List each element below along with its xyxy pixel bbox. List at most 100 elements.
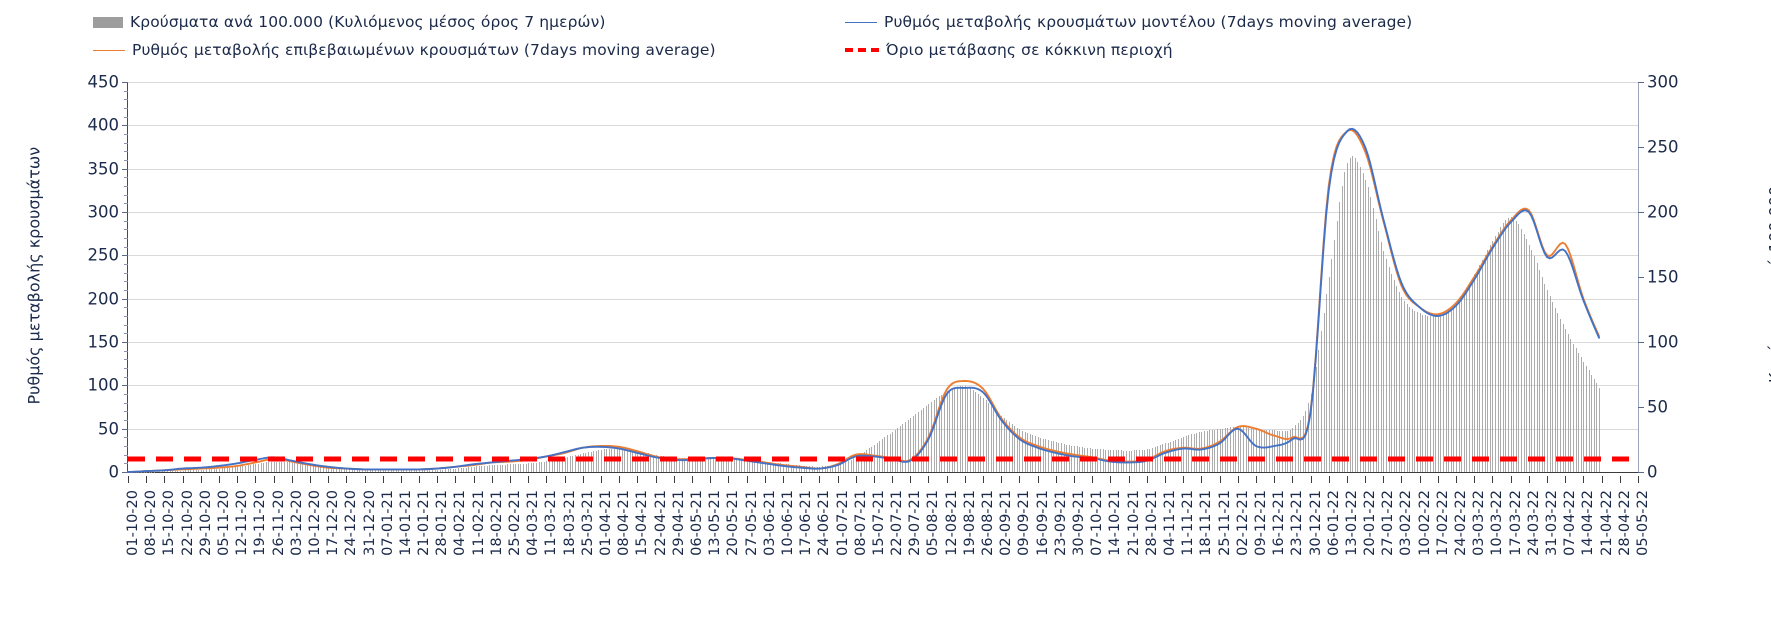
x-axis-tick [382,476,384,483]
x-axis-tick-label: 03-03-22 [1471,490,1488,556]
x-axis-tick-label: 01-10-20 [125,490,141,556]
y-axis-left-tick [122,125,128,127]
x-axis-tick-label: 14-01-21 [397,490,414,556]
x-axis-tick-label: 21-10-21 [1125,490,1142,556]
y-axis-title-left: Ρυθμός μεταβολής κρουσμάτων [24,146,44,405]
y-axis-right-tick [1638,342,1644,343]
y-axis-left-minor-tick [124,186,128,187]
x-axis-tick [1492,476,1494,483]
x-axis-tick [1255,476,1257,483]
x-axis-tick [964,476,966,483]
x-axis-tick [200,476,202,483]
x-axis-tick [237,476,239,483]
x-axis-tick [1146,476,1148,483]
legend-label-model-rate: Ρυθμός μεταβολής κρουσμάτων μοντέλου (7d… [884,13,1413,31]
y-axis-left-tick [122,342,128,343]
y-axis-left-tick [122,168,128,170]
x-axis-tick [1110,476,1112,483]
y-axis-right-tick [1638,277,1644,278]
x-axis-tick-label: 29-10-20 [197,490,214,556]
y-axis-left-tick [122,212,128,213]
x-axis-tick-label: 31-12-20 [361,490,378,556]
x-axis-tick-label: 05-11-20 [215,490,232,556]
x-axis-tick [1201,476,1203,483]
x-axis-tick [564,476,566,483]
legend-label-cases-per-100k: Κρούσματα ανά 100.000 (Κυλιόμενος μέσος … [130,13,606,31]
bar-swatch-icon [93,16,123,28]
x-axis-tick-label: 01-04-21 [598,490,614,556]
x-axis-tick-label: 21-01-21 [416,490,433,556]
y-axis-right-tick-label: 300 [1647,72,1679,92]
x-axis-tick-label: 07-01-21 [379,490,396,556]
y-axis-left-minor-tick [124,281,128,283]
x-axis-tick-label: 23-09-21 [1052,490,1069,556]
y-axis-left-minor-tick [124,394,128,395]
y-axis-left-minor-tick [124,359,128,361]
x-axis-tick-label: 29-04-21 [670,490,687,556]
x-axis-tick-label: 11-03-21 [543,490,560,556]
x-axis-tick [1292,476,1294,483]
y-axis-right-tick [1638,147,1644,148]
line-confirmed-rate [127,128,1600,473]
y-axis-left-tick-label: 50 [98,419,119,439]
x-axis-tick [1037,476,1039,483]
y-axis-left-minor-tick [124,264,128,265]
x-axis-tick-label: 26-08-21 [980,490,997,556]
x-axis-tick-label: 02-12-21 [1234,490,1251,556]
y-axis-left-tick-label: 250 [87,245,120,265]
x-axis-tick-label: 05-08-21 [925,490,942,556]
y-axis-left-minor-tick [124,90,128,92]
y-axis-left-tick-label: 450 [87,72,120,92]
x-axis-tick [546,476,548,483]
x-axis-labels: 01-10-20 08-10-20 15-10-20 22-10-20 29-10-20… [125,476,1651,636]
y-axis-title-right: Κρούσματα ανά 100.000 [1765,185,1771,384]
x-axis-tick [182,476,184,483]
x-axis-tick [1237,476,1239,483]
x-axis-tick [146,476,148,483]
y-axis-left-minor-tick [124,324,128,326]
x-axis-tick-label: 10-12-20 [306,490,323,556]
x-axis-tick [218,476,220,483]
x-axis-tick-label: 03-02-22 [1398,490,1415,556]
x-axis-tick-label: 23-12-21 [1289,490,1306,556]
x-axis-tick-label: 06-05-21 [688,490,705,556]
x-axis-tick [837,476,839,483]
y-axis-left-minor-tick [124,272,128,274]
x-axis-tick [710,476,712,483]
y-axis-left-minor-tick [124,116,128,118]
y-axis-left-minor-tick [124,420,128,421]
x-axis-tick-label: 19-11-20 [252,490,269,556]
x-axis-tick-label: 12-08-21 [943,490,960,556]
x-axis-tick [1401,476,1403,483]
x-axis-tick-label: 21-04-22 [1598,490,1615,556]
y-axis-left-tick-label: 150 [87,332,120,352]
x-axis-tick [1510,476,1512,483]
x-axis-tick-label: 09-09-21 [1016,490,1033,556]
y-axis-left-tick [122,298,128,300]
x-axis-tick-label: 18-11-21 [1198,490,1215,556]
y-axis-left-line [127,82,129,472]
x-axis-tick-label: 20-01-22 [1362,490,1379,556]
y-axis-left-minor-tick [124,108,128,109]
x-axis-tick [601,476,602,483]
x-axis-tick-label: 06-01-22 [1325,490,1342,556]
x-axis-tick-label: 05-05-22 [1635,490,1651,556]
x-axis-tick-label: 03-12-20 [288,490,305,556]
y-axis-left-minor-tick [124,368,128,369]
y-axis-right-tick [1638,407,1644,408]
x-axis-tick [910,476,912,483]
x-axis-tick-label: 17-02-22 [1434,490,1451,556]
x-axis-tick-label: 16-12-21 [1271,490,1288,556]
x-axis-tick [764,476,766,483]
y-axis-left-minor-tick [124,437,128,439]
x-axis-tick [619,476,621,483]
x-axis-tick-label: 24-06-21 [816,490,833,556]
x-axis-tick [946,476,948,483]
y-axis-left-tick [122,255,128,257]
x-axis-tick-label: 14-04-22 [1580,490,1597,556]
x-axis-tick-label: 24-03-22 [1525,490,1542,556]
x-axis-tick [510,476,512,483]
x-axis-tick [855,476,857,483]
y-axis-left-minor-tick [124,203,128,205]
